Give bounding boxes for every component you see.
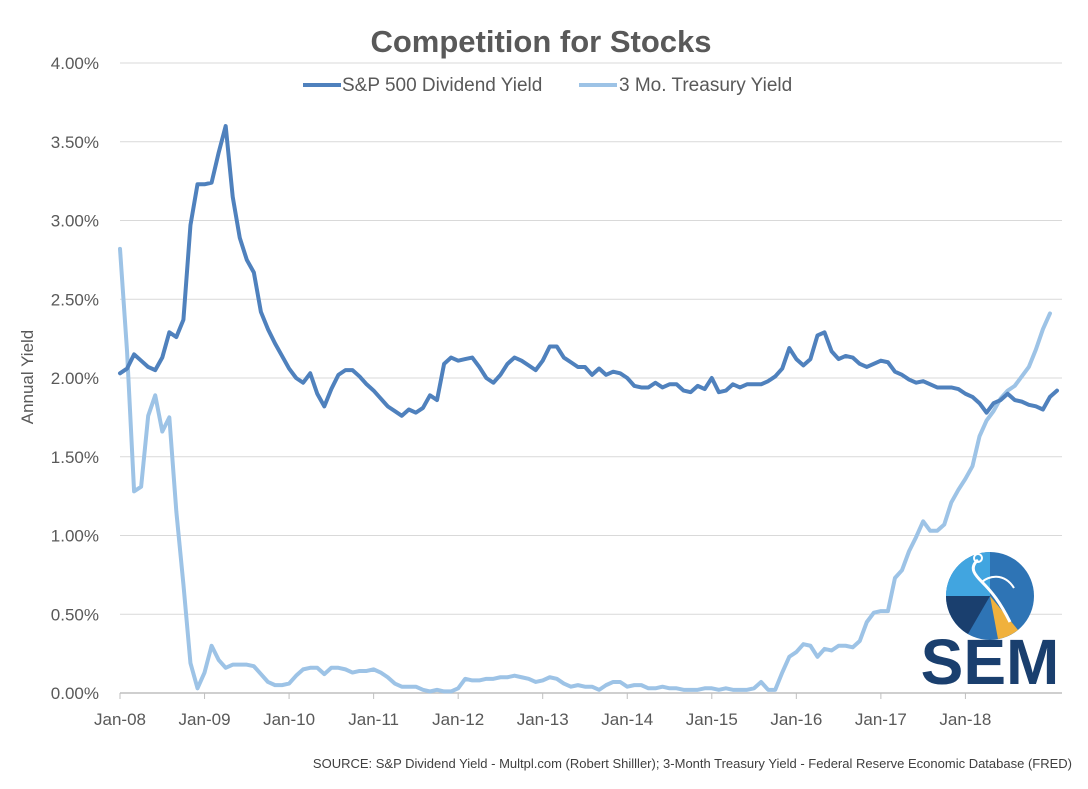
source-note: SOURCE: S&P Dividend Yield - Multpl.com … xyxy=(313,756,1072,771)
y-tick-label: 1.00% xyxy=(51,527,99,546)
x-tick-label: Jan-18 xyxy=(939,710,991,729)
x-tick-label: Jan-15 xyxy=(686,710,738,729)
x-tick-label: Jan-10 xyxy=(263,710,315,729)
series-line-treasury-yield xyxy=(118,246,1052,694)
x-tick-label: Jan-08 xyxy=(94,710,146,729)
logo-accent-slice xyxy=(990,596,1018,639)
y-tick-label: 2.50% xyxy=(51,290,99,309)
legend: S&P 500 Dividend Yield 3 Mo. Treasury Yi… xyxy=(303,75,792,96)
x-axis-ticks: Jan-08 Jan-09 Jan-10 Jan-11 Jan-12 Jan-13 Jan-… xyxy=(94,693,991,729)
series-lines xyxy=(118,124,1059,694)
x-tick-label: Jan-16 xyxy=(770,710,822,729)
logo-text: SEM xyxy=(921,626,1060,698)
legend-label-dividend: S&P 500 Dividend Yield xyxy=(342,75,542,96)
y-tick-label: 3.00% xyxy=(51,212,99,231)
y-tick-label: 0.50% xyxy=(51,605,99,624)
legend-label-treasury: 3 Mo. Treasury Yield xyxy=(619,75,792,96)
x-tick-label: Jan-12 xyxy=(432,710,484,729)
x-tick-label: Jan-11 xyxy=(348,710,399,729)
series-line-dividend-yield xyxy=(118,124,1059,418)
y-axis-ticks: 0.00% 0.50% 1.00% 1.50% 2.00% 2.50% 3.00% 3.50%… xyxy=(51,54,99,703)
chart-title: Competition for Stocks xyxy=(370,24,711,59)
y-tick-label: 2.00% xyxy=(51,369,99,388)
logo-globe-segment xyxy=(946,552,990,596)
y-tick-label: 1.50% xyxy=(51,448,99,467)
x-tick-label: Jan-09 xyxy=(179,710,231,729)
y-tick-label: 4.00% xyxy=(51,54,99,73)
logo-dot-icon xyxy=(973,553,983,563)
sem-logo: SEM xyxy=(921,552,1060,698)
y-tick-label: 3.50% xyxy=(51,133,99,152)
logo-globe-segment-dark xyxy=(946,596,990,634)
x-tick-label: Jan-17 xyxy=(855,710,907,729)
y-tick-label: 0.00% xyxy=(51,684,99,703)
logo-arc-icon xyxy=(981,575,1015,589)
gridlines xyxy=(120,62,1062,615)
y-axis-title: Annual Yield xyxy=(18,330,37,425)
x-tick-label: Jan-14 xyxy=(601,710,653,729)
x-tick-label: Jan-13 xyxy=(517,710,569,729)
